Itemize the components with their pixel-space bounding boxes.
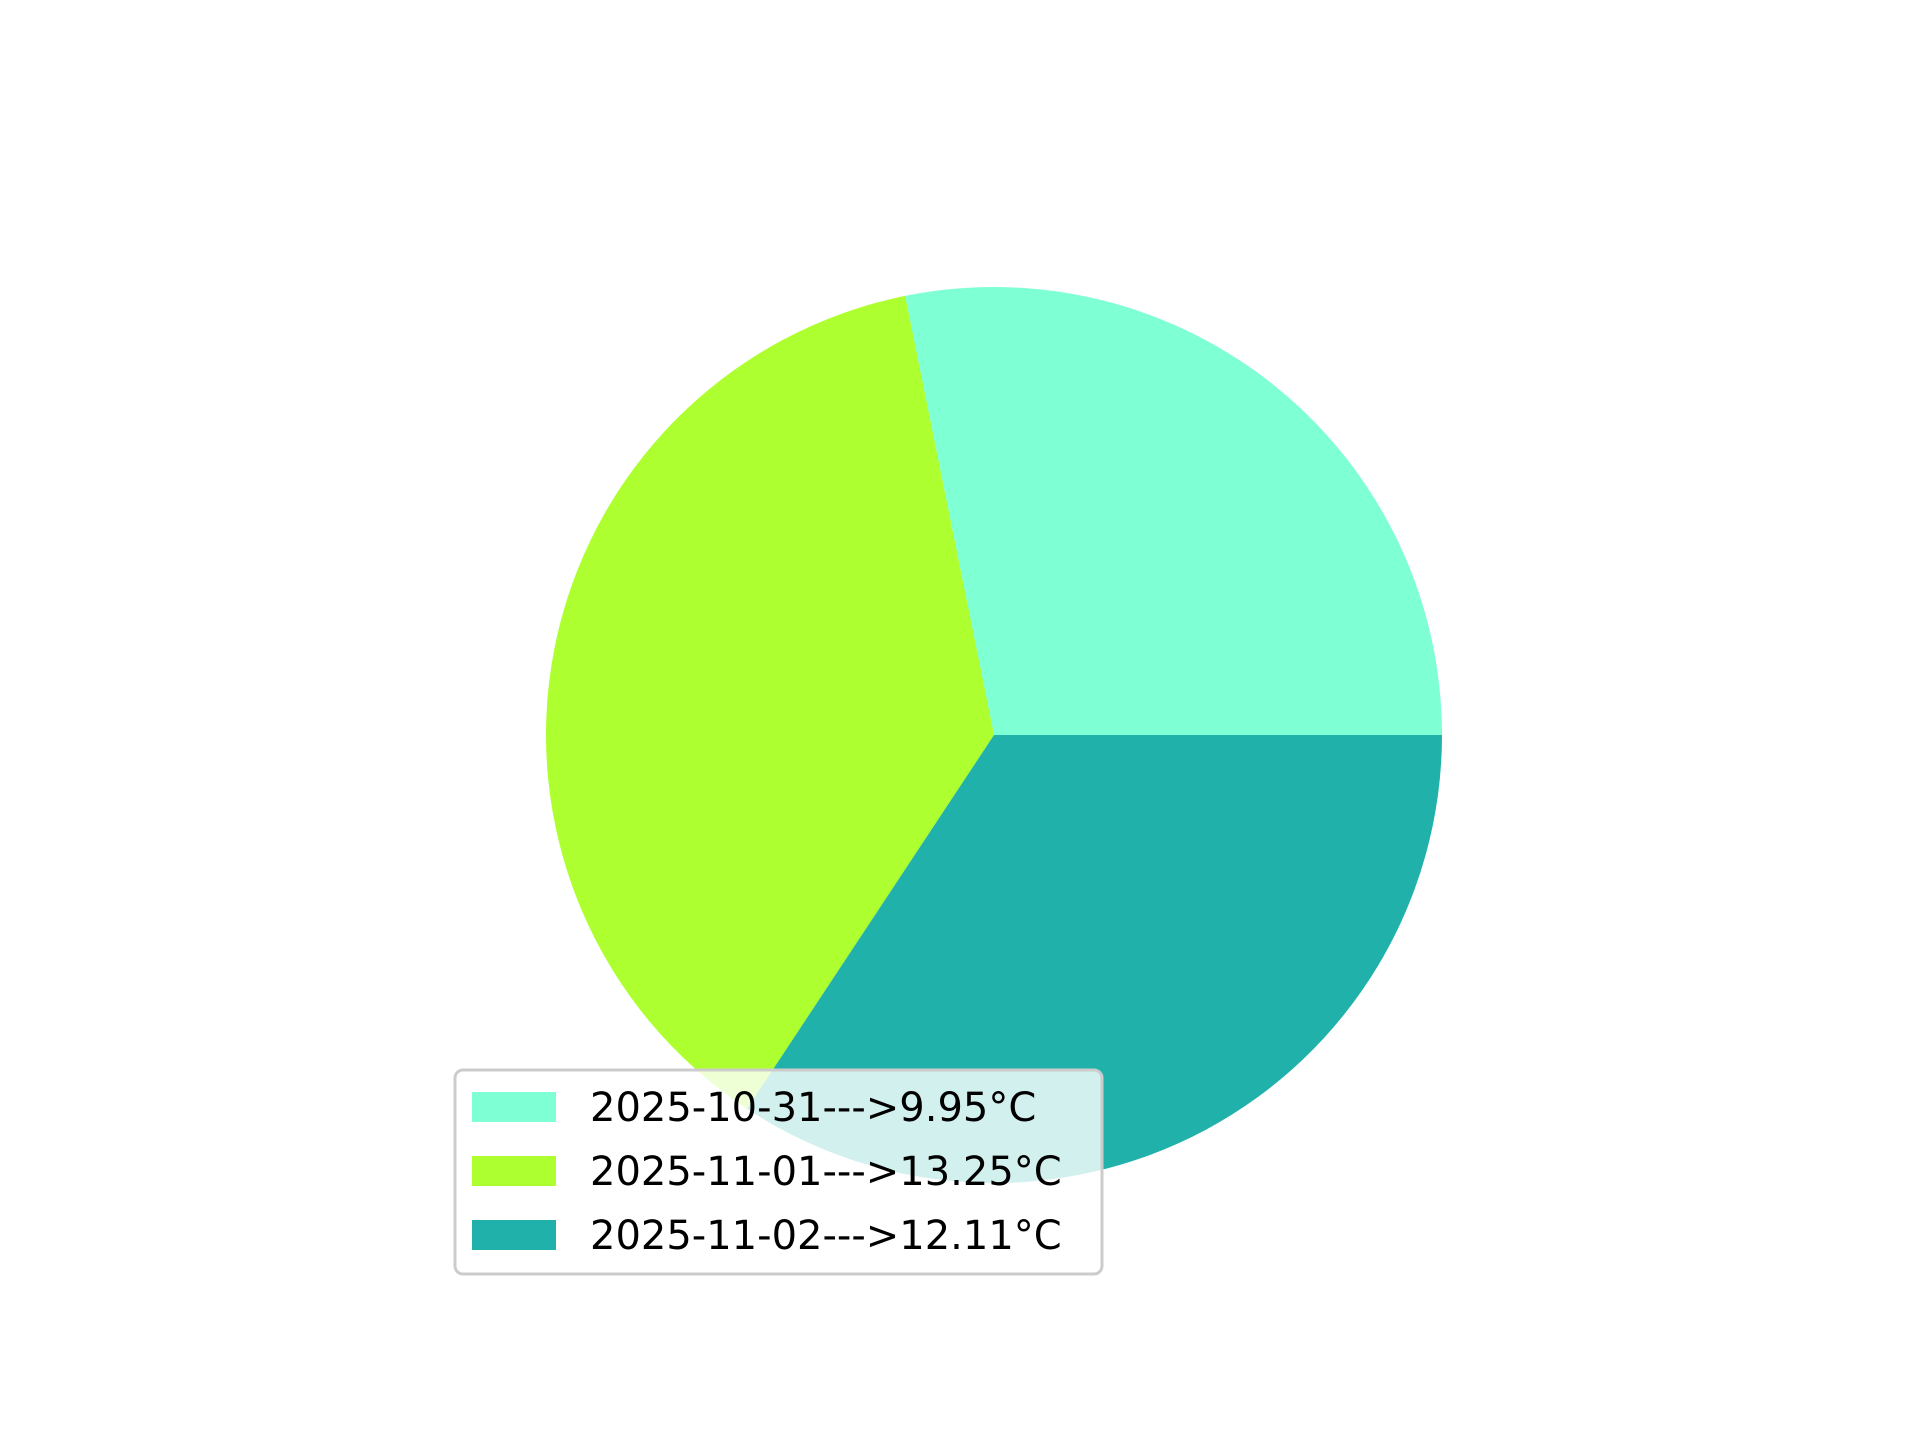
legend-label-2025-10-31: 2025-10-31--->9.95°C — [590, 1085, 1036, 1131]
legend-frame — [453, 1068, 1104, 1276]
pie-slice-2025-10-31 — [905, 287, 1443, 735]
legend-swatch-2025-10-31 — [472, 1092, 556, 1122]
legend: 2025-10-31--->9.95°C 2025-11-01--->13.25°… — [453, 1068, 1104, 1276]
pie-slice-2025-11-01 — [546, 295, 994, 1109]
pie-slices — [546, 287, 1443, 1183]
legend-swatch-2025-11-01 — [472, 1156, 556, 1186]
legend-swatch-2025-11-02 — [472, 1220, 556, 1250]
legend-label-2025-11-01: 2025-11-01--->13.25°C — [590, 1149, 1062, 1195]
legend-label-2025-11-02: 2025-11-02--->12.11°C — [590, 1213, 1062, 1259]
